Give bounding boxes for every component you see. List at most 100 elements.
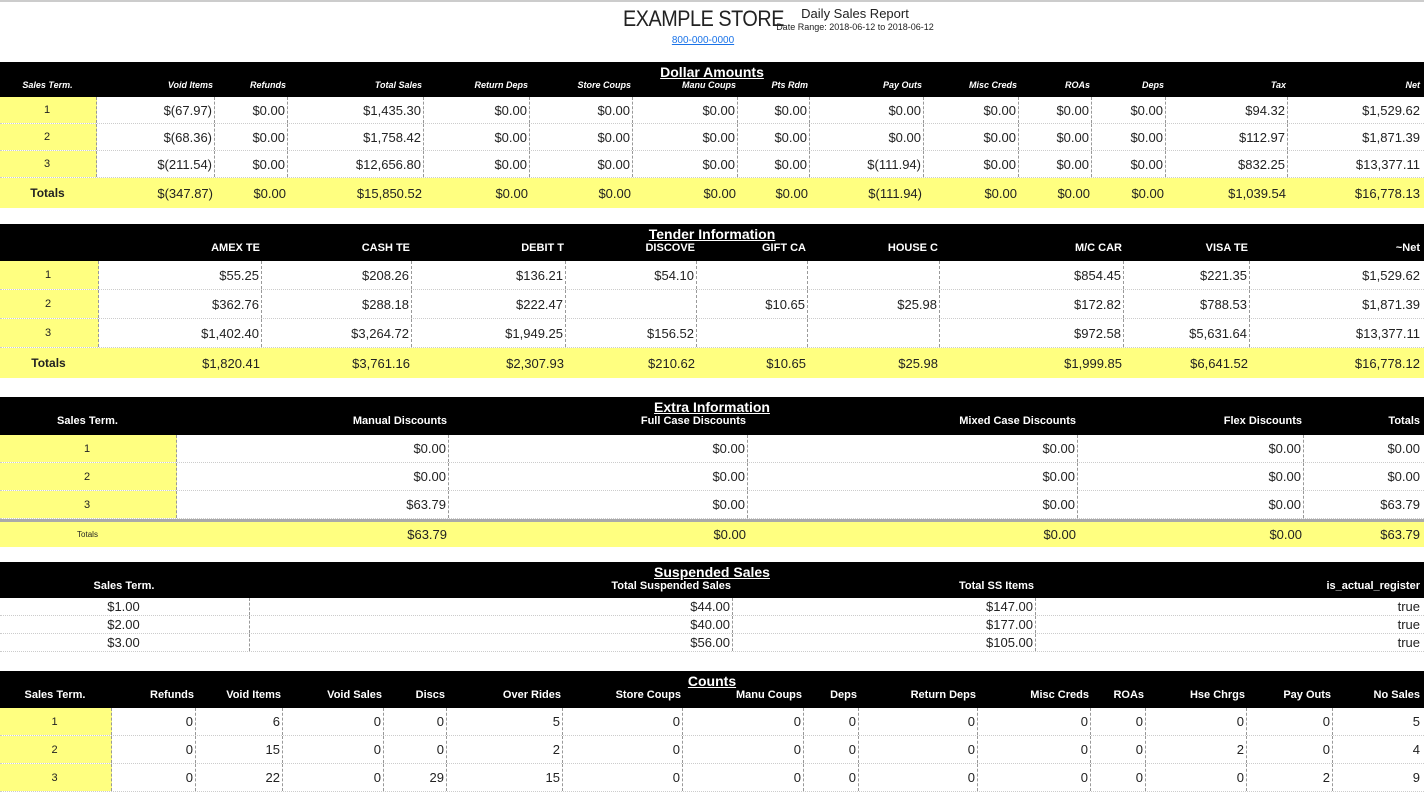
table-cell: 0 bbox=[283, 764, 384, 791]
table-cell: 1 bbox=[0, 261, 99, 289]
column-header[interactable]: Misc Creds bbox=[1030, 689, 1089, 701]
column-header[interactable]: Discs bbox=[415, 689, 445, 701]
column-header[interactable]: Over Rides bbox=[502, 689, 561, 701]
column-header[interactable]: CASH TE bbox=[361, 242, 410, 254]
table-row: 2 $(68.36) $0.00 $1,758.42 $0.00 $0.00 $0.00 $0… bbox=[0, 124, 1424, 151]
column-header[interactable]: Total Sales bbox=[374, 80, 422, 90]
column-header[interactable]: Net bbox=[1405, 80, 1420, 90]
table-cell: $0.00 bbox=[449, 435, 748, 462]
table-cell: $(211.54) bbox=[97, 151, 215, 177]
totals-cell: Totals bbox=[31, 356, 66, 370]
column-headers: Sales Term. Total Suspended Sales Total SS… bbox=[0, 580, 1424, 598]
table-row: 2 0 15 0 0 2 0 0 0 0 0 0 2 0 4 bbox=[0, 736, 1424, 764]
column-header[interactable]: Refunds bbox=[250, 80, 286, 90]
column-header[interactable]: Full Case Discounts bbox=[640, 415, 746, 427]
table-cell: $2.00 bbox=[0, 616, 250, 633]
column-header[interactable]: Deps bbox=[1141, 80, 1164, 90]
table-cell: $105.00 bbox=[733, 634, 1036, 651]
totals-cell: $(347.87) bbox=[157, 185, 213, 201]
table-row: $2.00 $40.00 $177.00 true bbox=[0, 616, 1424, 634]
column-header[interactable]: Misc Creds bbox=[968, 80, 1017, 90]
table-cell: $40.00 bbox=[250, 616, 733, 633]
totals-cell: $16,778.13 bbox=[1354, 185, 1420, 201]
table-cell: $1,402.40 bbox=[99, 319, 262, 347]
column-header[interactable]: Void Items bbox=[226, 689, 281, 701]
table-cell: $0.00 bbox=[924, 97, 1019, 123]
column-header[interactable]: ROAs bbox=[1113, 689, 1144, 701]
column-header[interactable]: GIFT CA bbox=[762, 242, 806, 254]
column-header[interactable]: Flex Discounts bbox=[1223, 415, 1302, 427]
column-header[interactable]: is_actual_register bbox=[1326, 580, 1420, 592]
table-cell: 0 bbox=[112, 708, 196, 735]
column-header[interactable]: Manu Coups bbox=[682, 80, 736, 90]
table-cell: $172.82 bbox=[940, 290, 1124, 318]
column-header[interactable]: No Sales bbox=[1373, 689, 1420, 701]
table-cell: 0 bbox=[859, 736, 978, 763]
column-header[interactable]: VISA TE bbox=[1205, 242, 1248, 254]
column-header[interactable]: Manu Coups bbox=[736, 689, 802, 701]
table-cell: 0 bbox=[683, 708, 804, 735]
column-header[interactable]: Refunds bbox=[150, 689, 194, 701]
table-row: 3 $63.79 $0.00 $0.00 $0.00 $63.79 bbox=[0, 491, 1424, 519]
table-cell: 2 bbox=[1247, 764, 1333, 791]
column-header[interactable]: Totals bbox=[1388, 415, 1420, 427]
table-cell: 3 bbox=[0, 151, 97, 177]
phone-link[interactable]: 800-000-0000 bbox=[671, 35, 735, 46]
table-cell: $5,631.64 bbox=[1124, 319, 1250, 347]
column-header[interactable]: Hse Chrgs bbox=[1189, 689, 1245, 701]
column-header[interactable]: DISCOVE bbox=[645, 242, 695, 254]
column-header[interactable]: Void Sales bbox=[327, 689, 382, 701]
table-cell: $3,264.72 bbox=[262, 319, 412, 347]
table-cell: $136.21 bbox=[412, 261, 566, 289]
column-header[interactable]: Sales Term. bbox=[24, 689, 86, 701]
column-header[interactable]: Tax bbox=[1270, 80, 1286, 90]
table-cell: 0 bbox=[683, 764, 804, 791]
table-cell bbox=[697, 261, 808, 289]
table-cell: $(67.97) bbox=[97, 97, 215, 123]
column-header[interactable]: Store Coups bbox=[615, 689, 681, 701]
table-cell: 3 bbox=[0, 764, 112, 791]
table-cell: $1,871.39 bbox=[1362, 296, 1420, 312]
column-header[interactable]: DEBIT T bbox=[521, 242, 564, 254]
column-header[interactable]: Return Deps bbox=[910, 689, 976, 701]
table-cell: 1 bbox=[0, 435, 177, 462]
column-header[interactable]: Mixed Case Discounts bbox=[959, 415, 1076, 427]
column-header[interactable]: Total SS Items bbox=[959, 580, 1034, 592]
column-header[interactable]: Deps bbox=[830, 689, 857, 701]
table-cell: $0.00 bbox=[1092, 97, 1166, 123]
column-header[interactable]: AMEX TE bbox=[211, 242, 260, 254]
section-title: Dollar Amounts bbox=[660, 64, 764, 80]
table-cell: $12,656.80 bbox=[288, 151, 424, 177]
column-header[interactable]: Store Coups bbox=[577, 80, 631, 90]
column-header[interactable]: M/C CAR bbox=[1074, 242, 1122, 254]
column-header[interactable]: ~Net bbox=[1395, 242, 1420, 254]
column-header[interactable]: Pay Outs bbox=[1283, 689, 1331, 701]
table-cell: 0 bbox=[859, 764, 978, 791]
report-title: Daily Sales Report bbox=[801, 6, 909, 21]
column-header[interactable]: ROAs bbox=[1064, 80, 1090, 90]
column-header[interactable]: Pts Rdm bbox=[771, 80, 808, 90]
totals-cell: $0.00 bbox=[703, 185, 736, 201]
store-name: EXAMPLE STORE bbox=[622, 6, 784, 31]
table-cell: $832.25 bbox=[1166, 151, 1288, 177]
column-header[interactable]: Sales Term. bbox=[22, 80, 73, 90]
table-cell: $156.52 bbox=[566, 319, 697, 347]
column-header[interactable]: Manual Discounts bbox=[352, 415, 447, 427]
table-cell: 29 bbox=[384, 764, 447, 791]
column-header[interactable]: Pay Outs bbox=[882, 80, 922, 90]
table-cell: 2 bbox=[447, 736, 563, 763]
column-header[interactable]: Total Suspended Sales bbox=[611, 580, 731, 592]
column-header[interactable]: Void Items bbox=[167, 80, 213, 90]
column-header[interactable]: Return Deps bbox=[474, 80, 528, 90]
table-cell: $288.18 bbox=[262, 290, 412, 318]
column-header[interactable]: HOUSE C bbox=[887, 242, 938, 254]
table-row: 3 $1,402.40 $3,264.72 $1,949.25 $156.52 $972.… bbox=[0, 319, 1424, 348]
extra-header: Extra Information Sales Term. Manual Disco… bbox=[0, 397, 1424, 435]
column-header[interactable]: Sales Term. bbox=[93, 580, 155, 592]
column-header[interactable] bbox=[0, 242, 99, 261]
table-cell: $0.00 bbox=[424, 124, 530, 150]
table-cell: true bbox=[1397, 599, 1420, 614]
table-cell: $1,871.39 bbox=[1362, 129, 1420, 145]
column-header[interactable]: Sales Term. bbox=[57, 415, 118, 427]
